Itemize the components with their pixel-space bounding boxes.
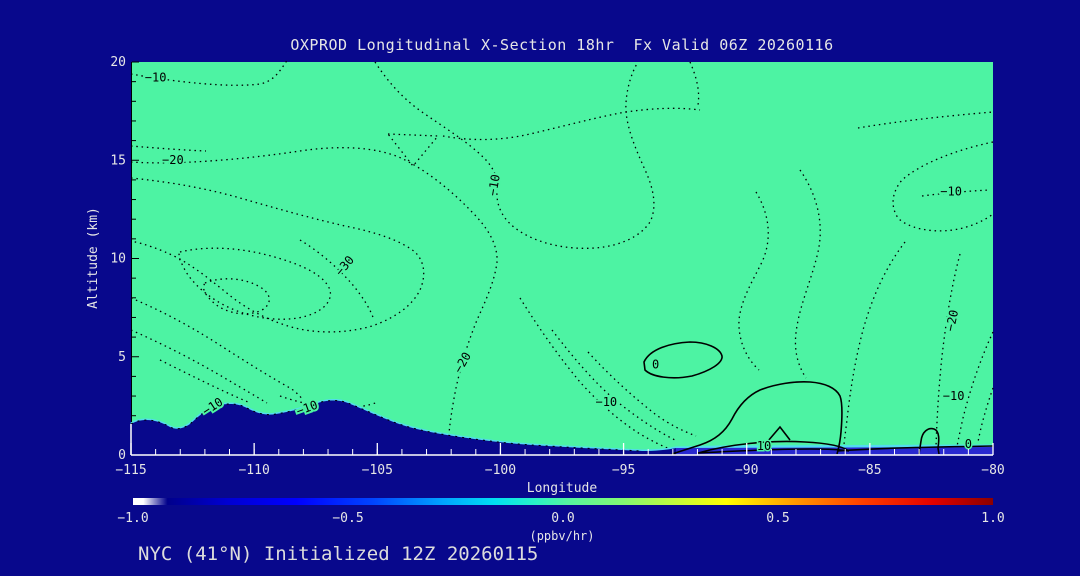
colorbar-tick-labels: −1.0 −0.5 0.0 0.5 1.0 xyxy=(117,511,1004,527)
terrain-silhouette xyxy=(131,400,676,459)
x-tick-label: −105 xyxy=(362,463,393,478)
y-axis-label: Altitude (km) xyxy=(86,207,101,309)
contour-label: −10 xyxy=(145,71,167,85)
plot-title: OXPROD Longitudinal X-Section 18hr Fx Va… xyxy=(290,36,834,54)
y-tick-label: 15 xyxy=(110,153,126,168)
contour-label: 0 xyxy=(652,358,659,372)
colorbar-tick-label: −0.5 xyxy=(332,511,364,526)
x-tick-label: −110 xyxy=(238,463,269,478)
solid-contours xyxy=(643,341,994,455)
contour-label: −10 xyxy=(595,395,617,409)
y-axis: 0 5 10 15 20 Altitude (km) xyxy=(86,55,139,463)
y-tick-label: 20 xyxy=(110,55,126,70)
contour-label: 0 xyxy=(965,437,972,451)
y-tick-label: 5 xyxy=(118,350,126,365)
contour-label: −10 xyxy=(485,173,503,197)
surface-blue-band xyxy=(676,447,993,455)
contour-label: −10 xyxy=(940,185,962,199)
colorbar-tick-label: −1.0 xyxy=(117,511,149,526)
contour-label: −20 xyxy=(943,308,961,332)
colorbar-tick-label: 1.0 xyxy=(981,511,1005,526)
x-tick-label: −85 xyxy=(858,463,881,478)
footer-note: NYC (41°N) Initialized 12Z 20260115 xyxy=(138,543,539,565)
x-tick-label: −95 xyxy=(612,463,635,478)
x-axis: −115 −110 −105 −100 −95 −90 −85 −80 Longitude xyxy=(115,443,1005,496)
colorbar xyxy=(133,498,993,505)
contour-label: −20 xyxy=(162,153,184,167)
y-tick-label: 0 xyxy=(118,448,126,463)
x-axis-label: Longitude xyxy=(527,481,598,496)
contour-label: −10 xyxy=(943,389,965,403)
colorbar-units-label: (ppbv/hr) xyxy=(529,529,595,543)
contour-label: 10 xyxy=(757,439,771,453)
filled-contour-field xyxy=(131,62,993,455)
y-tick-label: 10 xyxy=(110,252,126,267)
colorbar-tick-label: 0.0 xyxy=(551,511,575,526)
x-tick-label: −80 xyxy=(981,463,1004,478)
x-tick-label: −100 xyxy=(485,463,516,478)
colorbar-tick-label: 0.5 xyxy=(766,511,790,526)
x-tick-label: −115 xyxy=(115,463,146,478)
dotted-contours xyxy=(130,58,994,453)
x-tick-label: −90 xyxy=(735,463,758,478)
